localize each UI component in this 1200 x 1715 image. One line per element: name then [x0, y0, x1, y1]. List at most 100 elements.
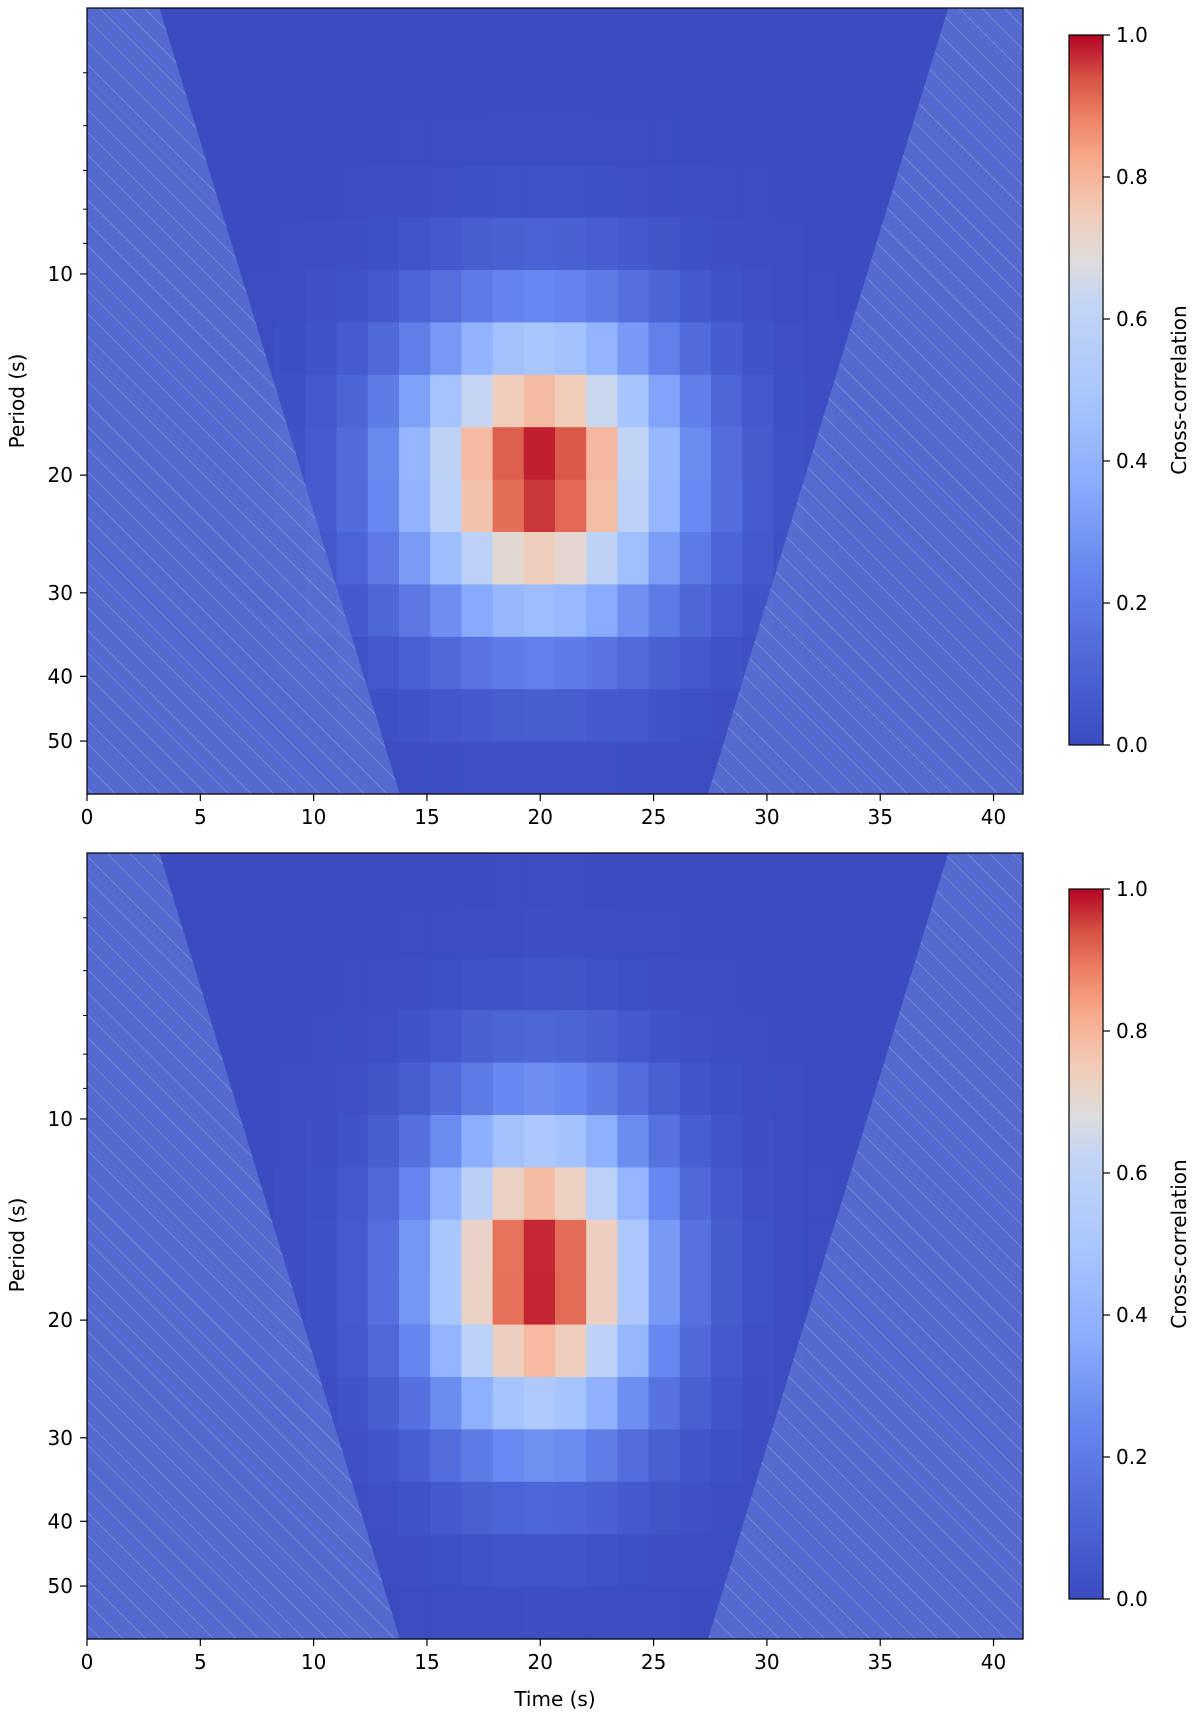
- heatmap-cell: [274, 165, 306, 219]
- heatmap-cell: [492, 1534, 525, 1588]
- heatmap-cell: [367, 1167, 400, 1221]
- heatmap-cell: [679, 1324, 712, 1378]
- heatmap-cell: [555, 217, 587, 271]
- heatmap-cell: [555, 1272, 587, 1326]
- top-y-axis-label: Period (s): [5, 354, 29, 449]
- heatmap-cell: [898, 853, 930, 906]
- heatmap-cell: [586, 374, 618, 428]
- heatmap-cell: [835, 165, 868, 219]
- heatmap-cell: [523, 479, 556, 533]
- heatmap-cell: [679, 1062, 712, 1116]
- heatmap-cell: [804, 217, 837, 271]
- bottom-heatmap-area: [87, 853, 1024, 1640]
- heatmap-cell: [430, 427, 462, 481]
- bottom-plot-frame: [86, 852, 1024, 1640]
- heatmap-cell: [742, 165, 774, 219]
- heatmap-cell: [679, 427, 712, 481]
- heatmap-cell: [742, 374, 774, 428]
- heatmap-cell: [679, 374, 712, 428]
- heatmap-cell: [243, 217, 275, 271]
- heatmap-cell: [430, 853, 462, 906]
- x-tick-label: 5: [194, 805, 207, 829]
- heatmap-cell: [305, 1115, 338, 1168]
- heatmap-cell: [648, 1219, 681, 1273]
- colorbar-tick-label: 0.0: [1116, 1587, 1148, 1611]
- heatmap-cell: [523, 1586, 556, 1640]
- heatmap-cell: [461, 374, 494, 428]
- heatmap-cell: [648, 479, 681, 533]
- heatmap-cell: [367, 1272, 400, 1326]
- heatmap-cell: [555, 1586, 587, 1640]
- heatmap-cell: [617, 532, 650, 585]
- heatmap-cell: [648, 532, 681, 585]
- heatmap-cell: [523, 584, 556, 638]
- x-tick-label: 20: [528, 805, 553, 829]
- heatmap-cell: [211, 853, 244, 906]
- heatmap-cell: [305, 957, 338, 1011]
- heatmap-cell: [430, 1586, 462, 1640]
- heatmap-cell: [523, 1219, 556, 1273]
- heatmap-cell: [773, 374, 806, 428]
- heatmap-cell: [430, 165, 462, 219]
- heatmap-cell: [742, 1167, 774, 1221]
- heatmap-cell: [367, 853, 400, 906]
- heatmap-cell: [492, 1010, 525, 1064]
- heatmap-cell: [648, 1062, 681, 1116]
- heatmap-cell: [586, 1481, 618, 1535]
- heatmap-cell: [586, 1534, 618, 1588]
- x-tick-label: 20: [528, 1650, 553, 1674]
- heatmap-cell: [367, 374, 400, 428]
- heatmap-cell: [679, 957, 712, 1011]
- heatmap-cell: [555, 957, 587, 1011]
- heatmap-cell: [492, 532, 525, 585]
- colorbar-tick-label: 0.8: [1116, 165, 1148, 189]
- heatmap-cell: [617, 1586, 650, 1640]
- heatmap-cell: [648, 165, 681, 219]
- heatmap-cell: [399, 636, 431, 690]
- heatmap-cell: [305, 427, 338, 481]
- heatmap-cell: [523, 322, 556, 376]
- heatmap-cell: [617, 1219, 650, 1273]
- heatmap-cell: [773, 853, 806, 906]
- heatmap-cell: [867, 853, 899, 906]
- heatmap-cell: [523, 1534, 556, 1588]
- heatmap-cell: [523, 1115, 556, 1168]
- heatmap-cell: [336, 8, 369, 61]
- heatmap-cell: [399, 1219, 431, 1273]
- heatmap-cell: [367, 427, 400, 481]
- heatmap-cell: [336, 217, 369, 271]
- heatmap-cell: [492, 1429, 525, 1483]
- top-y-axis: 10 20 30 40 50: [48, 72, 87, 753]
- cone-of-influence-left-hatch: [87, 853, 400, 1639]
- heatmap-cell: [430, 270, 462, 323]
- heatmap-cell: [461, 217, 494, 271]
- heatmap-cell: [711, 427, 743, 481]
- heatmap-cell: [742, 957, 774, 1011]
- colorbar-tick-label: 0.6: [1116, 1161, 1148, 1185]
- heatmap-cell: [835, 1010, 868, 1064]
- colorbar-tick-label: 1.0: [1116, 23, 1148, 47]
- heatmap-cell: [711, 112, 743, 166]
- heatmap-cell: [617, 1534, 650, 1588]
- heatmap-cell: [399, 8, 431, 61]
- heatmap-cell: [336, 1167, 369, 1221]
- heatmap-cell: [617, 957, 650, 1011]
- heatmap-cell: [274, 957, 306, 1011]
- heatmap-cell: [648, 60, 681, 114]
- heatmap-cell: [367, 1115, 400, 1168]
- heatmap-cell: [679, 1167, 712, 1221]
- heatmap-cell: [648, 1534, 681, 1588]
- heatmap-cell: [367, 532, 400, 585]
- heatmap-cell: [430, 1062, 462, 1116]
- heatmap-cell: [586, 689, 618, 743]
- x-tick-label: 10: [301, 1650, 326, 1674]
- heatmap-cell: [679, 584, 712, 638]
- heatmap-cell: [617, 60, 650, 114]
- heatmap-cell: [336, 853, 369, 906]
- heatmap-cell: [773, 217, 806, 271]
- heatmap-cell: [461, 1534, 494, 1588]
- heatmap-cell: [430, 741, 462, 795]
- heatmap-cell: [804, 112, 837, 166]
- heatmap-cell: [711, 1062, 743, 1116]
- heatmap-cell: [367, 636, 400, 690]
